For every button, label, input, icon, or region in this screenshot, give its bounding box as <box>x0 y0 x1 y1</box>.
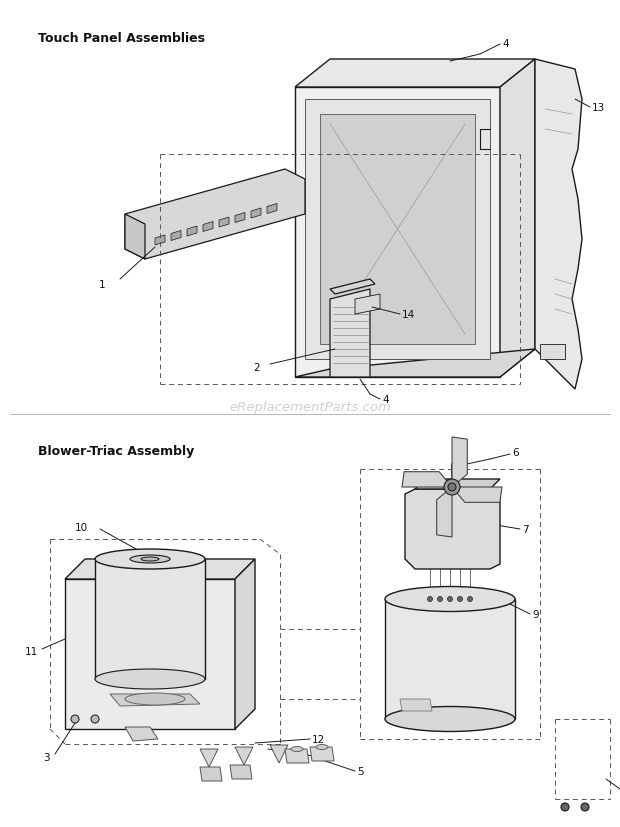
Polygon shape <box>65 579 235 729</box>
Polygon shape <box>219 218 229 227</box>
Polygon shape <box>230 765 252 779</box>
Circle shape <box>428 597 433 602</box>
Polygon shape <box>187 227 197 237</box>
Text: 9: 9 <box>532 609 539 619</box>
Ellipse shape <box>291 747 303 752</box>
Polygon shape <box>405 490 500 569</box>
Polygon shape <box>400 699 432 711</box>
Polygon shape <box>235 213 245 223</box>
Text: 14: 14 <box>402 309 415 319</box>
Text: 1: 1 <box>99 280 105 289</box>
Ellipse shape <box>316 744 328 749</box>
Ellipse shape <box>141 557 159 562</box>
Polygon shape <box>500 60 535 378</box>
Polygon shape <box>203 222 213 232</box>
Text: 5: 5 <box>357 766 363 776</box>
Text: 3: 3 <box>322 752 329 762</box>
Polygon shape <box>125 727 158 741</box>
Text: 13: 13 <box>592 103 605 112</box>
Ellipse shape <box>95 669 205 689</box>
Circle shape <box>448 484 456 491</box>
Polygon shape <box>320 115 475 345</box>
Polygon shape <box>310 747 334 761</box>
Polygon shape <box>436 487 452 538</box>
Polygon shape <box>200 749 218 767</box>
Polygon shape <box>200 767 222 781</box>
Polygon shape <box>171 232 181 241</box>
Polygon shape <box>330 280 375 294</box>
Polygon shape <box>235 559 255 729</box>
Circle shape <box>71 715 79 723</box>
Polygon shape <box>540 345 565 360</box>
Text: 6: 6 <box>512 447 518 457</box>
Ellipse shape <box>130 555 170 563</box>
Polygon shape <box>125 215 145 260</box>
Ellipse shape <box>385 587 515 612</box>
Polygon shape <box>385 600 515 719</box>
Polygon shape <box>251 208 261 218</box>
Polygon shape <box>155 236 165 246</box>
Text: 3: 3 <box>43 752 50 762</box>
Polygon shape <box>285 749 309 763</box>
Circle shape <box>581 803 589 811</box>
Ellipse shape <box>385 706 515 732</box>
Polygon shape <box>295 350 535 378</box>
Text: Blower-Triac Assembly: Blower-Triac Assembly <box>38 444 194 457</box>
Polygon shape <box>355 294 380 314</box>
Text: 2: 2 <box>254 362 260 372</box>
Polygon shape <box>295 60 535 88</box>
Text: Touch Panel Assemblies: Touch Panel Assemblies <box>38 32 205 45</box>
Polygon shape <box>402 472 452 487</box>
Text: eReplacementParts.com: eReplacementParts.com <box>229 401 391 414</box>
Text: 4: 4 <box>502 39 508 49</box>
Text: 10: 10 <box>75 523 88 533</box>
Polygon shape <box>295 88 500 378</box>
Polygon shape <box>452 487 502 503</box>
Ellipse shape <box>125 693 185 705</box>
Circle shape <box>458 597 463 602</box>
Polygon shape <box>110 694 200 706</box>
Text: 7: 7 <box>522 524 529 534</box>
Polygon shape <box>535 60 582 390</box>
Circle shape <box>91 715 99 723</box>
Polygon shape <box>95 559 205 679</box>
Polygon shape <box>125 170 305 260</box>
Polygon shape <box>65 559 255 579</box>
Ellipse shape <box>95 549 205 569</box>
Circle shape <box>467 597 472 602</box>
Polygon shape <box>330 289 370 378</box>
Polygon shape <box>452 437 467 487</box>
Circle shape <box>438 597 443 602</box>
Text: 4: 4 <box>382 394 389 404</box>
Circle shape <box>561 803 569 811</box>
Polygon shape <box>415 480 500 490</box>
Polygon shape <box>267 204 277 214</box>
Polygon shape <box>305 100 490 360</box>
Circle shape <box>448 597 453 602</box>
Circle shape <box>444 480 460 495</box>
Polygon shape <box>270 745 288 763</box>
Text: 11: 11 <box>25 646 38 656</box>
Text: 12: 12 <box>312 734 326 744</box>
Polygon shape <box>235 747 253 765</box>
